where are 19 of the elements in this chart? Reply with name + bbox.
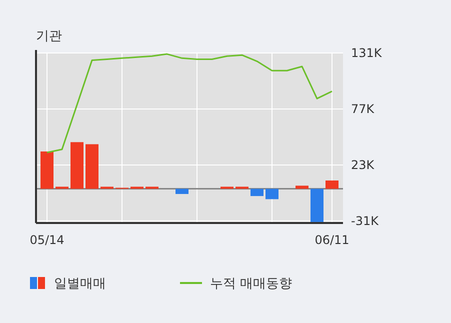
x-tick-label: 06/11	[314, 233, 350, 247]
y-tick-label: 23K	[351, 158, 376, 172]
bar	[296, 186, 308, 189]
legend-label: 누적 매매동향	[210, 276, 292, 292]
bar	[266, 188, 278, 200]
y-tick-label: 77K	[351, 102, 376, 116]
bar	[40, 151, 54, 189]
bar	[310, 188, 324, 222]
bar	[70, 142, 84, 189]
bar	[326, 180, 338, 189]
y-tick-label: 131K	[351, 46, 383, 60]
x-tick-label: 05/14	[30, 233, 64, 247]
bar	[176, 188, 188, 194]
y-tick-label: -31K	[351, 214, 380, 228]
legend-label: 일별매매	[54, 276, 106, 292]
bar	[250, 188, 264, 196]
line-series	[46, 53, 333, 154]
bar	[86, 144, 98, 189]
chart-title: 기관	[36, 29, 62, 44]
